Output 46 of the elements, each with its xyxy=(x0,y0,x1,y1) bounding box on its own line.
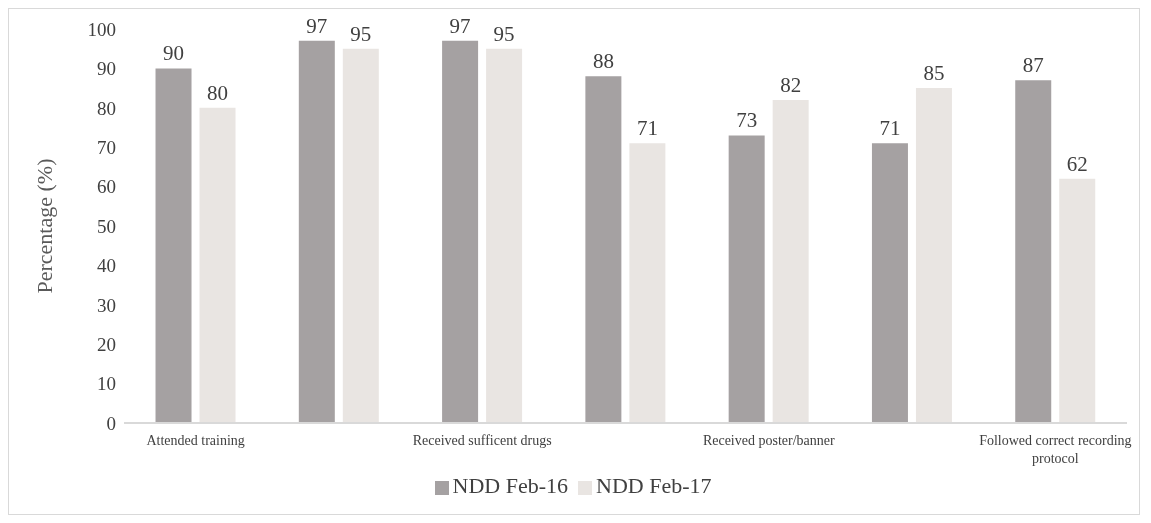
legend-label: NDD Feb-16 xyxy=(452,473,568,498)
y-tick-label: 50 xyxy=(97,215,116,237)
data-label: 90 xyxy=(163,41,185,66)
y-tick-label: 20 xyxy=(97,333,116,355)
data-label: 85 xyxy=(923,61,945,86)
y-tick-label: 70 xyxy=(97,136,116,158)
data-label: 97 xyxy=(306,13,328,38)
data-label: 87 xyxy=(1022,53,1044,78)
bar xyxy=(772,99,809,423)
data-label: 88 xyxy=(592,49,614,74)
y-tick-label: 0 xyxy=(106,412,116,434)
y-tick-label: 30 xyxy=(97,294,116,316)
bar xyxy=(486,48,523,423)
bar xyxy=(1015,80,1052,423)
x-tick-label: Received sufficent drugs xyxy=(412,433,552,448)
bar xyxy=(442,40,479,423)
bar xyxy=(629,143,666,423)
data-label: 95 xyxy=(350,21,372,46)
data-label: 82 xyxy=(780,72,802,97)
bar xyxy=(871,143,908,423)
y-axis-title: Percentage (%) xyxy=(31,158,57,294)
y-tick-label: 40 xyxy=(97,255,116,277)
y-tick-label: 90 xyxy=(97,58,116,80)
bar xyxy=(155,68,192,423)
legend-label: NDD Feb-17 xyxy=(596,473,712,498)
x-tick-label: Received poster/banner xyxy=(702,433,836,448)
y-tick-label: 10 xyxy=(97,373,116,395)
y-tick-label: 100 xyxy=(87,18,116,40)
x-tick-label: Followed correct recording protocol xyxy=(979,433,1132,466)
data-label: 71 xyxy=(636,116,658,141)
data-label: 95 xyxy=(493,21,515,46)
data-label: 97 xyxy=(449,13,471,38)
bar xyxy=(199,107,236,423)
data-label: 71 xyxy=(879,116,901,141)
x-tick-label: Attended training xyxy=(146,433,245,448)
data-label: 62 xyxy=(1066,151,1088,176)
bar xyxy=(915,88,952,423)
bar xyxy=(1059,178,1096,423)
data-label: 73 xyxy=(736,108,758,133)
data-label: 80 xyxy=(207,80,229,105)
y-tick-label: 80 xyxy=(97,97,116,119)
bar xyxy=(342,48,379,423)
bar xyxy=(298,40,335,423)
bar xyxy=(585,76,622,423)
bar xyxy=(728,135,765,423)
y-tick-label: 60 xyxy=(97,176,116,198)
